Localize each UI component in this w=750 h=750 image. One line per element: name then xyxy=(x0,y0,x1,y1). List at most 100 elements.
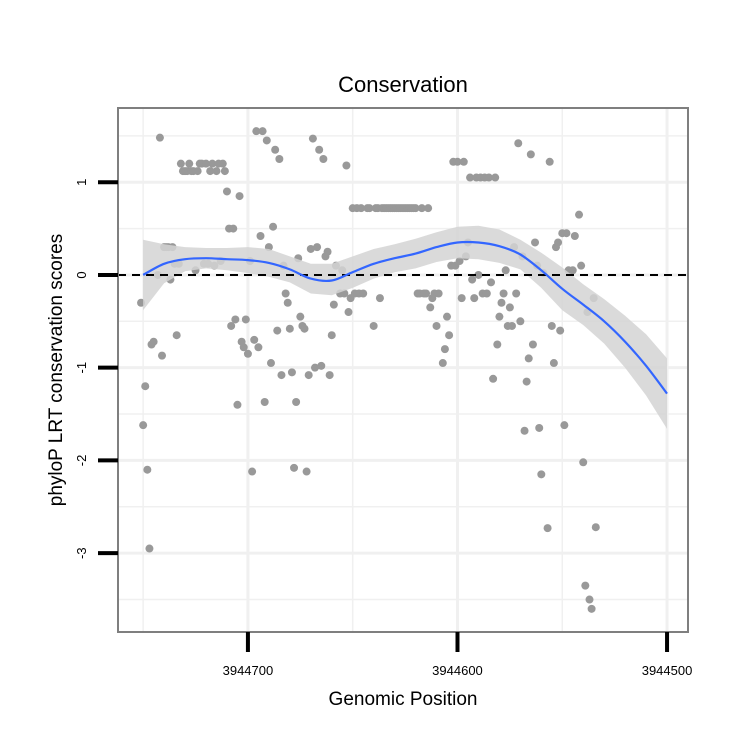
data-point xyxy=(254,343,263,352)
data-point xyxy=(554,238,563,247)
data-point xyxy=(287,368,296,377)
data-point xyxy=(143,465,152,474)
chart-title: Conservation xyxy=(338,72,468,97)
data-point xyxy=(470,294,479,303)
data-point xyxy=(575,210,584,219)
data-point xyxy=(587,604,596,613)
data-point xyxy=(248,467,257,476)
data-point xyxy=(497,298,506,307)
data-point xyxy=(459,157,468,166)
data-point xyxy=(250,335,259,344)
data-point xyxy=(275,155,284,164)
data-point xyxy=(501,266,510,275)
data-point xyxy=(310,363,319,372)
data-point xyxy=(440,345,449,354)
data-point xyxy=(327,331,336,340)
data-point xyxy=(520,426,529,435)
data-point xyxy=(269,222,278,231)
data-point xyxy=(220,167,229,176)
data-point xyxy=(417,204,426,213)
data-point xyxy=(233,400,242,409)
data-point xyxy=(411,204,420,213)
data-point xyxy=(487,278,496,287)
data-point xyxy=(271,145,280,154)
data-point xyxy=(304,371,313,380)
data-point xyxy=(526,150,535,159)
data-point xyxy=(149,337,158,346)
data-point xyxy=(426,303,435,312)
x-tick-label: 3944600 xyxy=(432,663,483,678)
data-point xyxy=(482,289,491,298)
data-point xyxy=(577,261,586,270)
data-point xyxy=(176,159,185,168)
y-tick-label: 1 xyxy=(74,179,89,186)
y-axis-label: phyloP LRT conservation scores xyxy=(46,234,67,507)
data-point xyxy=(570,231,579,240)
data-point xyxy=(438,359,447,368)
data-point xyxy=(535,423,544,432)
data-point xyxy=(329,300,338,309)
data-point xyxy=(256,231,265,240)
data-point xyxy=(212,167,221,176)
data-point xyxy=(292,397,301,406)
data-point xyxy=(365,204,374,213)
data-point xyxy=(258,127,267,136)
data-point xyxy=(579,458,588,467)
data-point xyxy=(193,167,202,176)
data-point xyxy=(560,421,569,430)
data-point xyxy=(139,421,148,430)
data-point xyxy=(342,161,351,170)
data-point xyxy=(262,136,271,145)
data-point xyxy=(591,523,600,532)
data-point xyxy=(531,238,540,247)
x-axis-label: Genomic Position xyxy=(329,689,478,710)
data-point xyxy=(457,294,466,303)
data-point xyxy=(273,326,282,335)
plot-border xyxy=(117,107,689,633)
data-point xyxy=(306,244,315,253)
data-point xyxy=(137,298,146,307)
data-point xyxy=(489,374,498,383)
data-point xyxy=(208,159,217,168)
data-point xyxy=(229,224,238,233)
data-point xyxy=(443,312,452,321)
data-point xyxy=(308,134,317,143)
data-point xyxy=(231,315,240,324)
data-point xyxy=(241,315,250,324)
data-point xyxy=(512,289,521,298)
data-point xyxy=(468,275,477,284)
data-point xyxy=(514,139,523,148)
data-point xyxy=(315,145,324,154)
data-point xyxy=(145,544,154,553)
data-point xyxy=(424,204,433,213)
data-point xyxy=(235,192,244,201)
data-point xyxy=(543,524,552,533)
confidence-band xyxy=(143,225,668,429)
data-point xyxy=(222,187,231,196)
data-point xyxy=(474,270,483,279)
data-point xyxy=(528,340,537,349)
data-point xyxy=(202,159,211,168)
x-tick-label: 3944700 xyxy=(223,663,274,678)
data-point xyxy=(484,173,493,182)
data-point xyxy=(422,289,431,298)
data-point xyxy=(285,324,294,333)
data-point xyxy=(218,159,227,168)
data-point xyxy=(545,157,554,166)
smooth-line xyxy=(142,240,668,395)
data-point xyxy=(281,289,290,298)
data-point xyxy=(243,349,252,358)
data-point xyxy=(158,351,167,360)
data-point xyxy=(493,340,502,349)
data-point xyxy=(556,326,565,335)
data-point xyxy=(266,359,275,368)
data-point xyxy=(344,308,353,317)
data-point xyxy=(325,371,334,380)
data-point xyxy=(505,303,514,312)
x-tick-label: 3944500 xyxy=(642,663,693,678)
data-point xyxy=(522,377,531,386)
y-tick-label: -1 xyxy=(74,362,89,374)
data-point xyxy=(319,155,328,164)
data-point xyxy=(524,354,533,363)
